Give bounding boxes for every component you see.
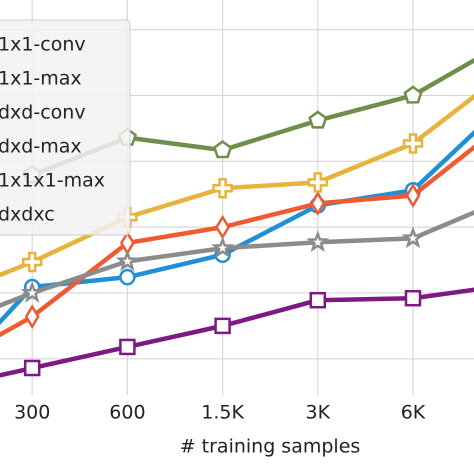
legend-label: dxdxc [0, 204, 55, 226]
x-tick-label: 1.5K [201, 402, 244, 424]
marker [405, 183, 421, 208]
marker [211, 236, 235, 259]
marker [402, 133, 424, 154]
legend-label: 1x1-max [0, 68, 82, 90]
marker [306, 230, 330, 253]
marker [307, 172, 329, 193]
marker [401, 226, 425, 249]
legend-label: 1x1x1-max [0, 170, 105, 192]
marker [308, 110, 328, 129]
marker [214, 317, 231, 335]
marker [20, 280, 44, 303]
marker [310, 190, 326, 216]
marker [212, 178, 233, 199]
marker [309, 291, 327, 309]
marker [215, 214, 231, 240]
x-tick-label: 600 [109, 402, 145, 424]
marker [403, 85, 423, 104]
marker [213, 140, 233, 159]
legend-label: dxd-max [0, 136, 82, 158]
x-tick-label: 300 [14, 402, 50, 424]
x-tick-label: 3K [306, 402, 331, 424]
marker [404, 289, 422, 307]
legend-box [0, 19, 131, 236]
marker [119, 268, 136, 286]
marker [24, 304, 40, 330]
marker [23, 359, 41, 377]
marker [115, 249, 139, 272]
marker [21, 251, 43, 273]
legend-label: 1x1-conv [0, 34, 86, 56]
x-axis-label: # training samples [180, 436, 361, 458]
series-line [0, 287, 474, 378]
legend-label: dxd-conv [0, 102, 86, 124]
x-tick-label: 6K [401, 402, 426, 424]
marker [119, 338, 136, 356]
